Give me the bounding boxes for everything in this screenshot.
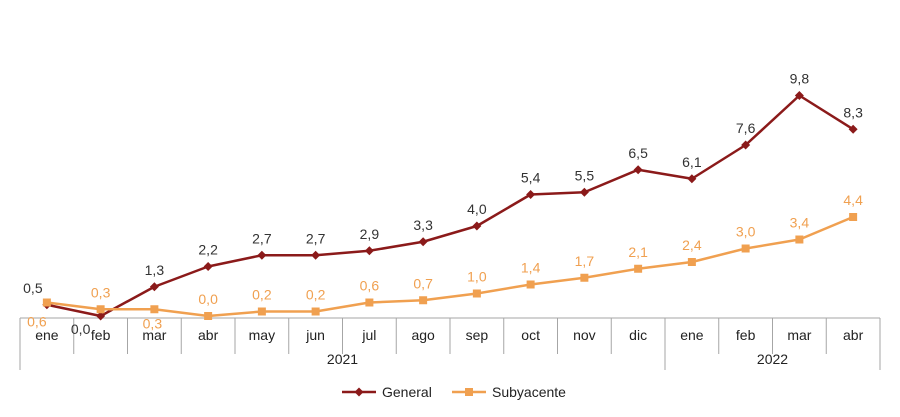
data-label-subyacente: 1,0 bbox=[467, 269, 487, 285]
data-point bbox=[257, 250, 267, 260]
x-axis: ene feb mar abr may jun jul ago sep oct nov dic ene f… bbox=[19, 317, 881, 370]
data-point bbox=[794, 91, 804, 100]
x-tick-label: mar bbox=[787, 327, 811, 343]
data-labels: 0,5 0,0 1,3 2,2 2,7 2,7 2,9 3,3 4,0 5,4 5,5 6,5 6,1 7… bbox=[23, 71, 863, 338]
data-point bbox=[579, 187, 589, 197]
data-label-subyacente: 0,6 bbox=[360, 278, 380, 294]
data-point bbox=[96, 311, 106, 321]
x-tick-label: feb bbox=[736, 327, 756, 343]
legend-marker bbox=[465, 388, 473, 396]
data-point bbox=[526, 280, 535, 289]
x-tick-label: abr bbox=[198, 327, 219, 343]
data-label-general: 3,3 bbox=[413, 217, 433, 233]
data-point bbox=[150, 305, 159, 314]
x-tick-label: jun bbox=[305, 327, 325, 343]
x-tick-label: ago bbox=[411, 327, 435, 343]
year-group-label: 2022 bbox=[757, 351, 788, 367]
data-label-subyacente: 0,2 bbox=[306, 287, 326, 303]
data-point bbox=[687, 174, 697, 184]
data-label-subyacente: 3,4 bbox=[790, 215, 810, 231]
data-point bbox=[741, 244, 750, 253]
data-point bbox=[848, 124, 858, 134]
data-label-general: 2,9 bbox=[360, 226, 380, 242]
x-tick-label: abr bbox=[843, 327, 864, 343]
year-group-label: 2021 bbox=[327, 351, 358, 367]
data-point bbox=[364, 246, 374, 256]
series-area bbox=[42, 91, 858, 321]
data-point bbox=[526, 190, 536, 199]
data-label-subyacente: 0,2 bbox=[252, 287, 272, 303]
data-point bbox=[580, 273, 589, 282]
data-label-general: 1,3 bbox=[145, 262, 165, 278]
series-line-subyacente bbox=[46, 215, 854, 318]
data-label-subyacente: 2,1 bbox=[628, 244, 648, 260]
data-label-subyacente: 4,4 bbox=[843, 192, 863, 208]
data-label-general: 0,0 bbox=[71, 321, 91, 337]
data-point bbox=[257, 307, 266, 316]
data-point bbox=[96, 305, 105, 314]
data-point bbox=[419, 296, 428, 305]
data-point bbox=[42, 298, 51, 307]
data-label-general: 6,1 bbox=[682, 154, 702, 170]
x-tick-label: oct bbox=[521, 327, 540, 343]
x-tick-label: mar bbox=[142, 327, 166, 343]
x-tick-label: feb bbox=[91, 327, 111, 343]
x-tick-label: jul bbox=[361, 327, 376, 343]
data-point bbox=[472, 221, 482, 231]
data-label-subyacente: 1,7 bbox=[575, 253, 595, 269]
data-label-general: 6,5 bbox=[628, 145, 648, 161]
data-point bbox=[311, 307, 320, 316]
legend-label-subyacente: Subyacente bbox=[492, 384, 566, 400]
data-label-general: 5,5 bbox=[575, 167, 595, 183]
data-point bbox=[203, 262, 213, 271]
data-point bbox=[795, 235, 804, 244]
data-label-general: 7,6 bbox=[736, 120, 756, 136]
x-tick-label: nov bbox=[573, 327, 596, 343]
data-label-general: 2,2 bbox=[198, 242, 218, 258]
x-tick-label: sep bbox=[466, 327, 489, 343]
data-label-subyacente: 0,0 bbox=[198, 291, 218, 307]
legend: General Subyacente bbox=[342, 384, 566, 400]
data-label-general: 2,7 bbox=[252, 230, 272, 246]
data-label-general: 2,7 bbox=[306, 230, 326, 246]
data-point bbox=[741, 140, 751, 150]
x-tick-label: may bbox=[249, 327, 275, 343]
data-label-general: 8,3 bbox=[843, 104, 863, 120]
data-label-general: 0,5 bbox=[23, 280, 43, 296]
data-point bbox=[365, 298, 374, 307]
data-label-subyacente: 1,4 bbox=[521, 260, 541, 276]
data-point bbox=[204, 312, 213, 320]
data-point bbox=[687, 258, 696, 266]
legend-marker bbox=[354, 387, 364, 397]
data-point bbox=[472, 289, 481, 298]
data-label-general: 5,4 bbox=[521, 170, 541, 186]
data-point bbox=[149, 282, 159, 292]
x-tick-label: ene bbox=[35, 327, 59, 343]
data-point bbox=[418, 237, 428, 247]
data-label-subyacente: 3,0 bbox=[736, 224, 756, 240]
data-label-general: 4,0 bbox=[467, 201, 487, 217]
data-label-general: 9,8 bbox=[790, 71, 810, 87]
data-label-subyacente: 2,4 bbox=[682, 237, 702, 253]
data-label-subyacente: 0,3 bbox=[91, 284, 111, 300]
data-label-subyacente: 0,6 bbox=[27, 314, 47, 330]
series-line-general bbox=[46, 94, 854, 318]
data-point bbox=[633, 165, 643, 175]
data-point bbox=[634, 264, 643, 273]
data-point bbox=[849, 213, 858, 221]
data-label-subyacente: 0,3 bbox=[143, 315, 163, 331]
x-tick-label: ene bbox=[680, 327, 704, 343]
data-label-subyacente: 0,7 bbox=[413, 275, 433, 291]
data-point bbox=[311, 250, 321, 260]
legend-label-general: General bbox=[382, 384, 432, 400]
x-tick-label: dic bbox=[629, 327, 647, 343]
